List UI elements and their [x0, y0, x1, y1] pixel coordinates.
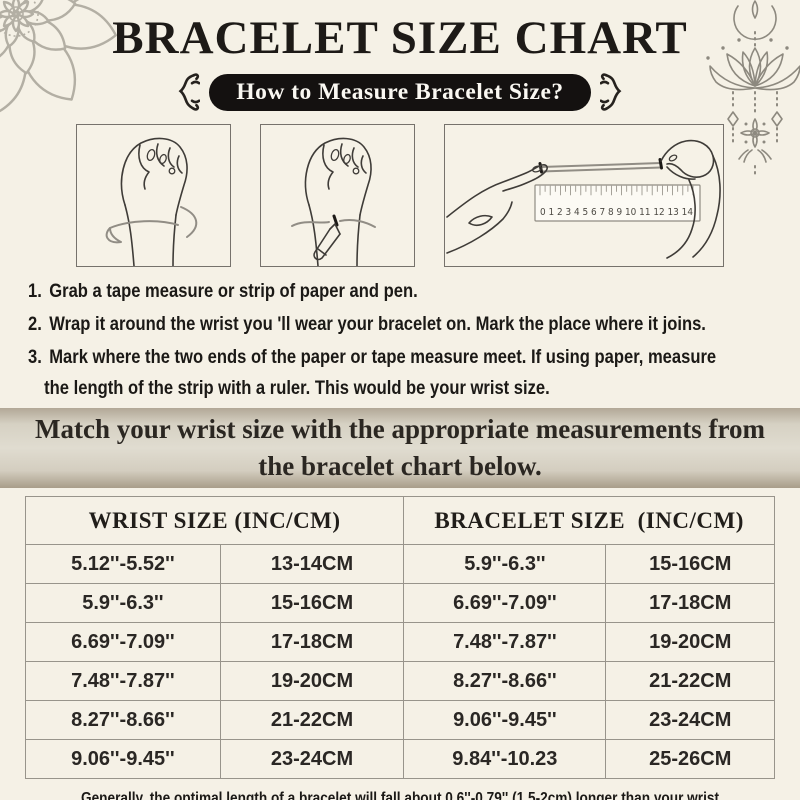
size-cell: 7.48''-7.87'' — [403, 622, 607, 662]
step-text: Wrap it around the wrist you 'll wear yo… — [49, 313, 706, 335]
size-cell: 15-16CM — [605, 544, 775, 584]
step-number: 2. — [28, 313, 42, 335]
step-number: 1. — [28, 280, 42, 302]
size-cell: 25-26CM — [605, 739, 775, 779]
size-table-header-row: WRIST SIZE (INC/CM) BRACELET SIZE (INC/C… — [24, 496, 775, 545]
size-table-body: 5.12''-5.52'' 13-14CM 5.9''-6.3'' 15-16CM 5.… — [25, 544, 775, 779]
table-row: 9.06''-9.45'' 23-24CM 9.84''-10.23 25-26CM — [25, 739, 775, 779]
how-to-measure-badge: How to Measure Bracelet Size? — [209, 73, 591, 111]
size-cell: 17-18CM — [219, 622, 405, 662]
table-row: 5.9''-6.3'' 15-16CM 6.69''-7.09'' 17-18CM — [25, 583, 775, 623]
size-cell: 15-16CM — [219, 583, 405, 623]
step-number: 3. — [28, 346, 42, 368]
size-cell: 5.9''-6.3'' — [403, 544, 607, 584]
step-3: 3. Mark where the two ends of the paper … — [28, 342, 793, 404]
size-cell: 8.27''-8.66'' — [25, 700, 221, 740]
hands-with-ruler-icon: 0 1 2 3 4 5 6 7 8 9 10 11 12 13 14 — [446, 139, 721, 259]
size-cell: 23-24CM — [605, 700, 775, 740]
table-row: 5.12''-5.52'' 13-14CM 5.9''-6.3'' 15-16CM — [25, 544, 775, 584]
ruler-numbers: 0 1 2 3 4 5 6 7 8 9 10 11 12 13 14 — [540, 207, 693, 218]
squiggle-ornament-left-icon — [178, 73, 201, 111]
bracelet-size-header: BRACELET SIZE (INC/CM) — [403, 496, 775, 545]
instruction-steps: 1. Grab a tape measure or strip of paper… — [28, 276, 793, 404]
how-to-measure-row: How to Measure Bracelet Size? — [0, 73, 800, 111]
size-cell: 17-18CM — [605, 583, 775, 623]
illustration-mark-pen — [260, 124, 415, 267]
size-cell: 13-14CM — [219, 544, 405, 584]
match-size-banner: Match your wrist size with the appropria… — [0, 408, 800, 488]
size-cell: 9.06''-9.45'' — [403, 700, 607, 740]
step-text-line-2: the length of the strip with a ruler. Th… — [44, 377, 550, 399]
size-cell: 7.48''-7.87'' — [25, 661, 221, 701]
hand-with-pen-icon — [291, 137, 376, 267]
page-title: BRACELET SIZE CHART — [112, 12, 688, 64]
squiggle-ornament-right-icon — [599, 73, 622, 111]
banner-text: Match your wrist size with the appropria… — [35, 414, 765, 481]
size-cell: 19-20CM — [605, 622, 775, 662]
table-row: 7.48''-7.87'' 19-20CM 8.27''-8.66'' 21-22CM — [25, 661, 775, 701]
mandala-flower-icon — [0, 0, 117, 113]
size-table: WRIST SIZE (INC/CM) BRACELET SIZE (INC/C… — [24, 496, 775, 779]
size-cell: 21-22CM — [219, 700, 405, 740]
footer-note: Generally, the optimal length of a brace… — [80, 790, 720, 800]
size-cell: 8.27''-8.66'' — [403, 661, 607, 701]
size-cell: 5.9''-6.3'' — [25, 583, 221, 623]
wrist-size-header: WRIST SIZE (INC/CM) — [24, 496, 405, 545]
size-cell: 9.84''-10.23 — [403, 739, 607, 779]
illustration-wrap-wrist — [76, 124, 231, 267]
table-row: 8.27''-8.66'' 21-22CM 9.06''-9.45'' 23-24CM — [25, 700, 775, 740]
size-cell: 9.06''-9.45'' — [25, 739, 221, 779]
size-cell: 23-24CM — [219, 739, 405, 779]
illustration-ruler-measure: 0 1 2 3 4 5 6 7 8 9 10 11 12 13 14 — [444, 124, 724, 267]
size-cell: 6.69''-7.09'' — [403, 583, 607, 623]
step-1: 1. Grab a tape measure or strip of paper… — [28, 276, 793, 307]
size-cell: 5.12''-5.52'' — [25, 544, 221, 584]
measuring-illustrations: 0 1 2 3 4 5 6 7 8 9 10 11 12 13 14 — [0, 124, 800, 267]
size-cell: 21-22CM — [605, 661, 775, 701]
step-text: Mark where the two ends of the paper or … — [49, 346, 717, 368]
lotus-ornament-icon — [706, 0, 800, 178]
step-2: 2. Wrap it around the wrist you 'll wear… — [28, 309, 793, 340]
size-cell: 19-20CM — [219, 661, 405, 701]
size-cell: 6.69''-7.09'' — [25, 622, 221, 662]
step-text: Grab a tape measure or strip of paper an… — [49, 280, 418, 302]
table-row: 6.69''-7.09'' 17-18CM 7.48''-7.87'' 19-20CM — [25, 622, 775, 662]
hand-with-tape-icon — [105, 137, 198, 267]
